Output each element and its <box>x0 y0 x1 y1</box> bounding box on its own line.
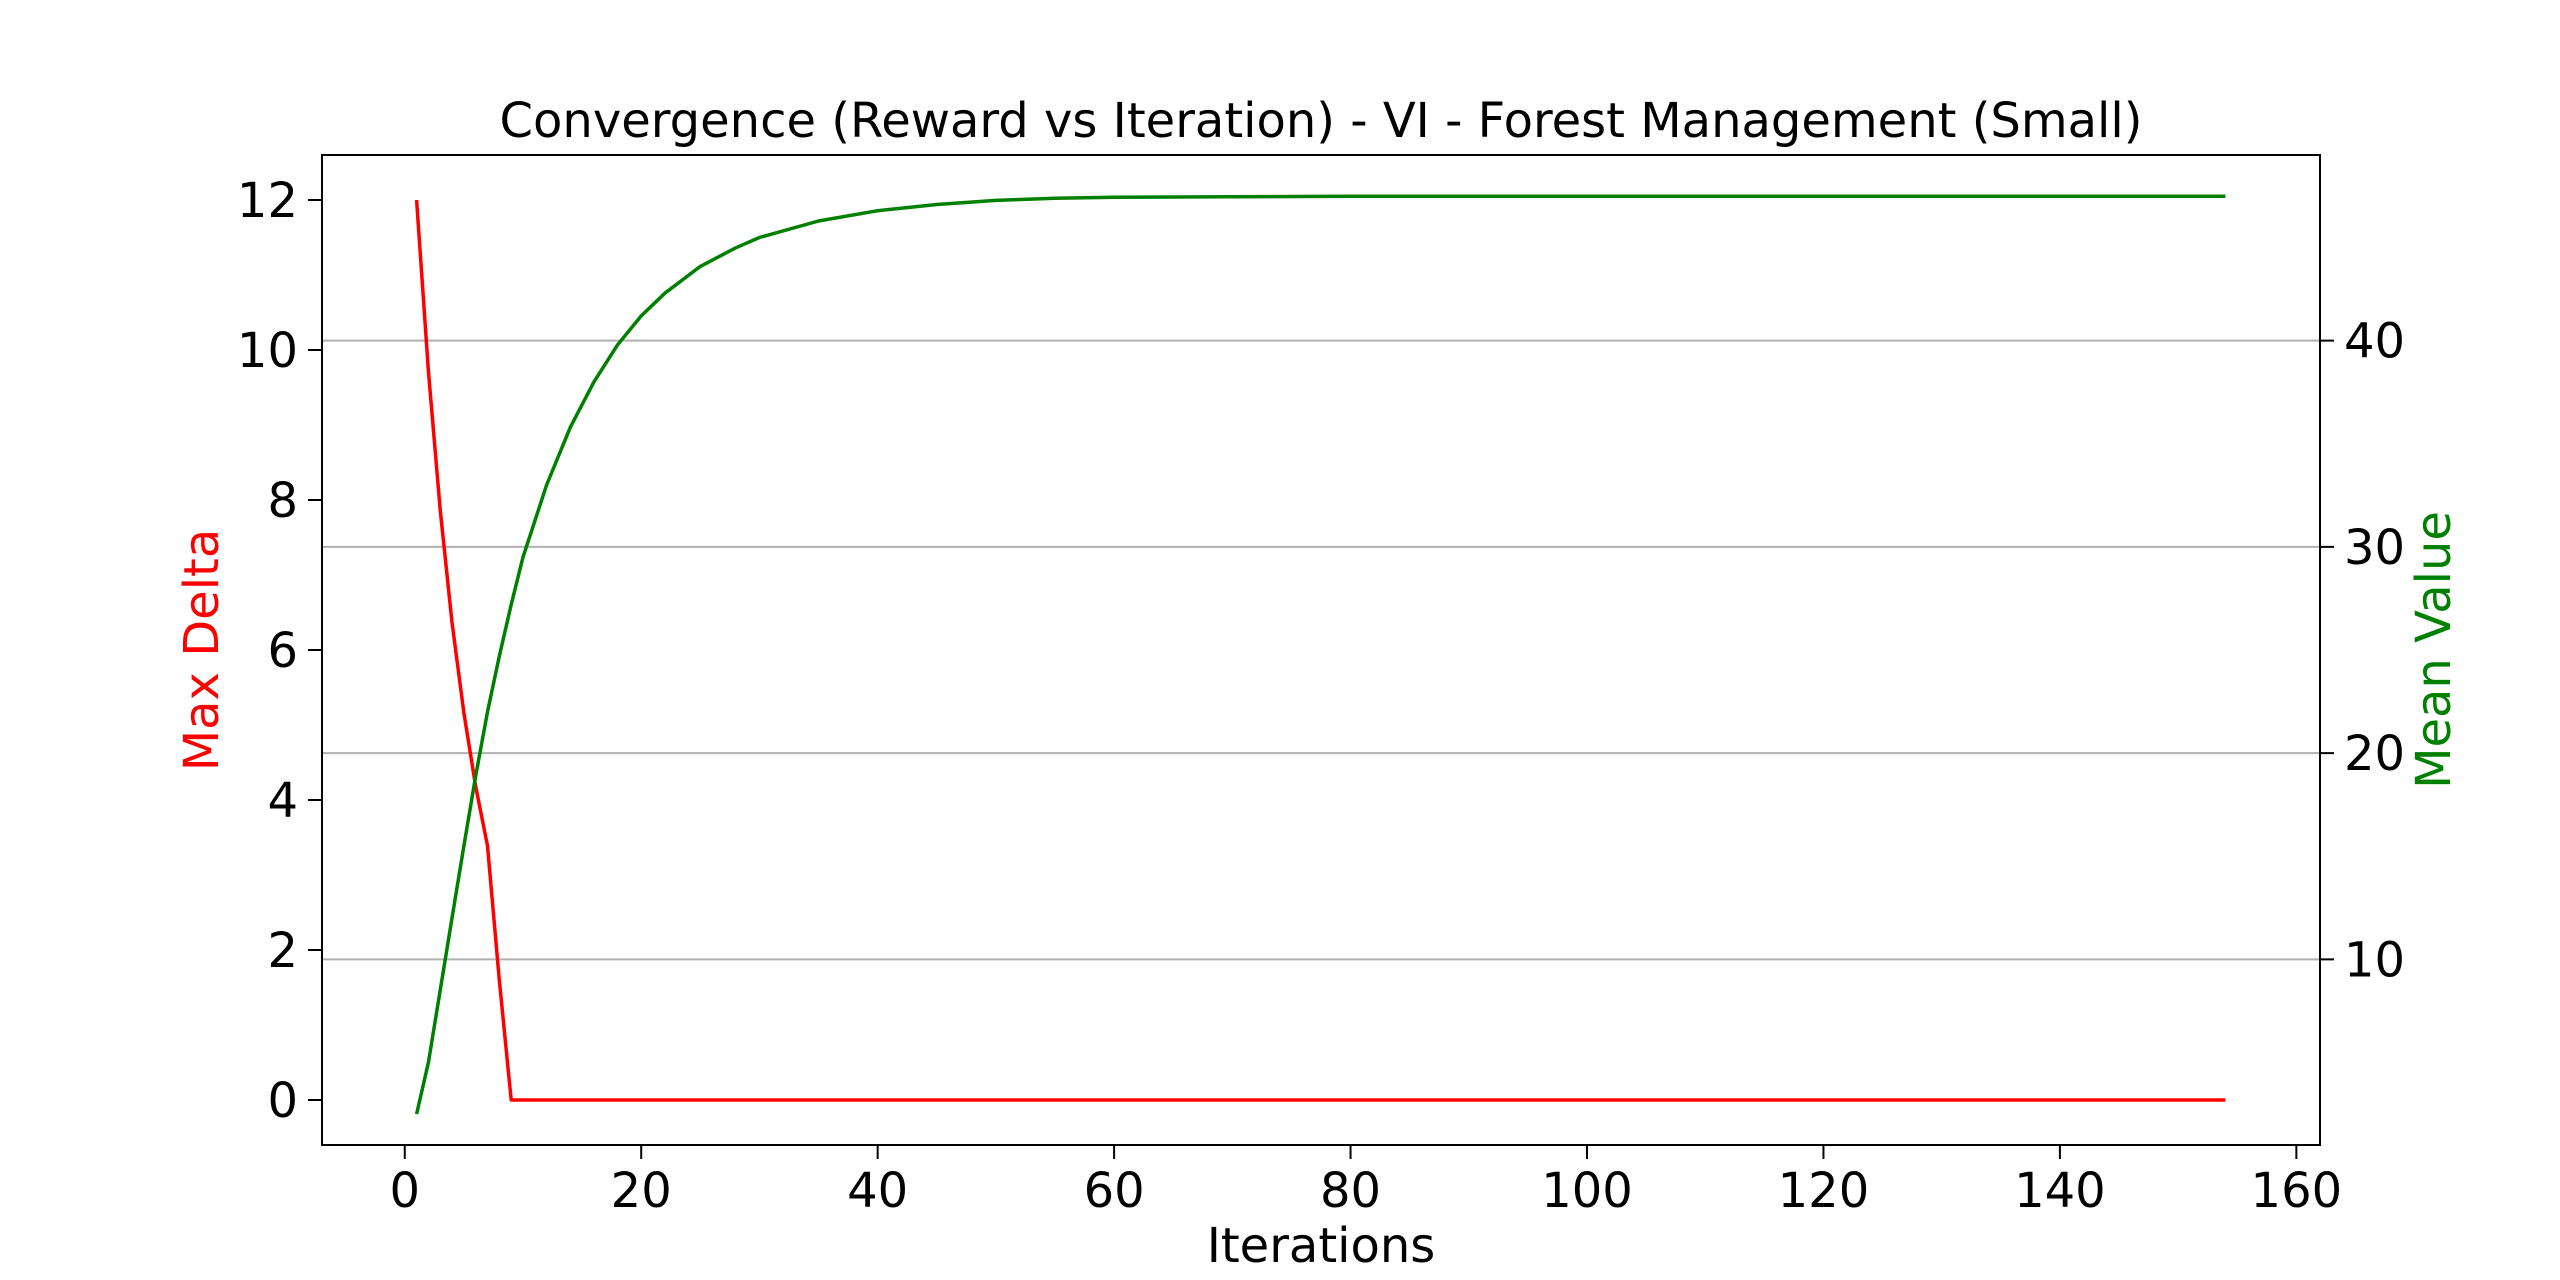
series-line-max-delta <box>414 199 2226 1102</box>
left-y-axis-label: Max Delta <box>174 529 230 772</box>
x-tick-label: 20 <box>611 1163 672 1219</box>
right-y-axis-ticks: 10 20 30 40 <box>2320 314 2405 988</box>
left-y-tick-label: 6 <box>267 623 298 679</box>
right-y-axis-label: Mean Value <box>2406 511 2462 789</box>
x-tick-label: 140 <box>2014 1163 2106 1219</box>
left-y-tick-label: 12 <box>237 173 298 229</box>
x-tick-label: 160 <box>2251 1163 2343 1219</box>
x-tick-label: 0 <box>389 1163 420 1219</box>
left-y-tick-label: 0 <box>267 1073 298 1129</box>
x-axis-ticks: 0 20 40 60 80 100 120 140 160 <box>389 1145 2342 1219</box>
series-line-mean-value <box>414 194 2226 1115</box>
series-lines <box>414 194 2226 1115</box>
x-tick-label: 40 <box>847 1163 908 1219</box>
left-y-tick-label: 2 <box>267 923 298 979</box>
x-axis-label: Iterations <box>1207 1218 1436 1274</box>
left-y-tick-label: 8 <box>267 473 298 529</box>
grid <box>322 339 2320 961</box>
left-y-tick-label: 4 <box>267 773 298 829</box>
x-tick-label: 120 <box>1778 1163 1870 1219</box>
chart-title: Convergence (Reward vs Iteration) - VI -… <box>500 93 2143 149</box>
x-tick-label: 80 <box>1320 1163 1381 1219</box>
left-y-tick-label: 10 <box>237 323 298 379</box>
right-y-tick-label: 10 <box>2344 932 2405 988</box>
left-y-axis-ticks: 0 2 4 6 8 10 12 <box>237 173 322 1129</box>
right-y-tick-label: 20 <box>2344 726 2405 782</box>
x-tick-label: 100 <box>1541 1163 1633 1219</box>
right-y-tick-label: 40 <box>2344 314 2405 370</box>
x-tick-label: 60 <box>1084 1163 1145 1219</box>
right-y-tick-label: 30 <box>2344 520 2405 576</box>
